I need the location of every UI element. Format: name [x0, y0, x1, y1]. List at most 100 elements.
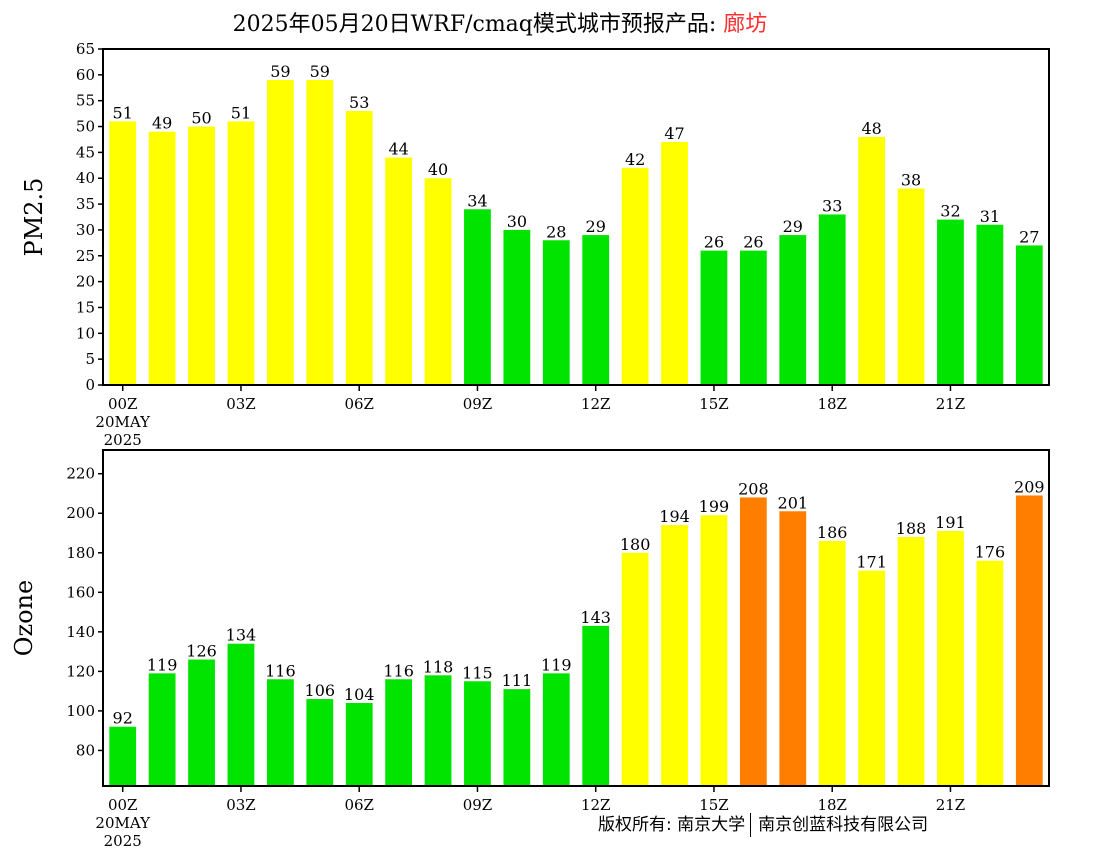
x-tick-label: 06Z — [344, 796, 374, 814]
bar — [306, 80, 334, 386]
bar — [858, 136, 886, 385]
bar — [464, 681, 491, 786]
y-tick-label: 20 — [76, 273, 95, 291]
page-title: 2025年05月20日WRF/cmaq模式城市预报产品: 廊坊 — [0, 6, 1000, 38]
y-tick-label: 120 — [66, 662, 95, 680]
y-tick-label: 140 — [66, 623, 95, 641]
bar — [345, 111, 373, 385]
data-label: 51 — [113, 103, 133, 122]
x-tick-label: 12Z — [581, 395, 611, 413]
bar — [976, 224, 1004, 385]
bar — [385, 157, 413, 385]
bar — [148, 131, 176, 385]
bar — [306, 699, 334, 786]
y-tick-label: 220 — [66, 465, 95, 483]
y-tick-label: 0 — [85, 376, 95, 394]
x-tick-label: 09Z — [463, 395, 493, 413]
y-tick-label: 35 — [76, 195, 95, 213]
y-tick-label: 55 — [76, 92, 95, 110]
data-label: 180 — [620, 535, 651, 554]
bar — [818, 540, 846, 786]
bar — [385, 679, 413, 786]
y-tick-label: 80 — [76, 741, 95, 759]
data-label: 59 — [270, 62, 290, 81]
copyright-left: 版权所有: 南京大学 — [598, 815, 746, 835]
y-tick-label: 100 — [66, 702, 95, 720]
bar — [582, 235, 610, 385]
ozone-chart: 92 119 126 134 116 106 104 116 118 115 111 119 143 18… — [10, 449, 1050, 850]
x-tick-label: 00Z — [108, 395, 138, 413]
bar — [227, 121, 255, 386]
data-label: 116 — [383, 661, 414, 680]
data-label: 29 — [783, 217, 803, 236]
x-date-label: 20MAY — [95, 413, 151, 431]
data-label: 171 — [856, 553, 887, 572]
bar — [188, 659, 215, 786]
data-label: 50 — [191, 109, 211, 128]
x-tick-label: 03Z — [226, 395, 256, 413]
bar — [739, 497, 767, 786]
data-label: 201 — [778, 493, 809, 512]
bar — [976, 560, 1004, 786]
x-tick-label: 12Z — [581, 796, 611, 814]
data-label: 26 — [743, 233, 763, 252]
x-tick-label: 06Z — [344, 395, 374, 413]
bar — [503, 229, 531, 385]
y-tick-label: 180 — [66, 544, 95, 562]
data-label: 104 — [344, 685, 375, 704]
bar — [661, 142, 688, 385]
x-tick-label: 15Z — [699, 796, 729, 814]
data-label: 208 — [738, 479, 769, 498]
data-label: 118 — [423, 657, 454, 676]
data-label: 27 — [1019, 227, 1039, 246]
bar — [700, 515, 728, 786]
bar — [1015, 245, 1043, 385]
data-label: 28 — [546, 222, 566, 241]
bar — [148, 673, 176, 786]
data-label: 186 — [817, 523, 848, 542]
data-label: 188 — [896, 519, 927, 538]
y-axis-label: PM2.5 — [20, 178, 48, 257]
bar — [818, 214, 846, 385]
data-label: 209 — [1014, 477, 1045, 496]
data-label: 38 — [901, 171, 921, 190]
bar — [779, 511, 807, 786]
y-tick-label: 40 — [76, 169, 95, 187]
x-date-label: 20MAY — [95, 814, 151, 832]
bar — [621, 552, 649, 786]
data-label: 47 — [664, 124, 684, 143]
data-label: 51 — [231, 103, 251, 122]
bar — [661, 525, 688, 786]
data-label: 92 — [113, 709, 133, 728]
bar — [858, 570, 886, 786]
bar — [266, 80, 294, 386]
data-label: 111 — [502, 671, 533, 690]
data-label: 32 — [940, 202, 960, 221]
data-label: 143 — [580, 608, 611, 627]
y-tick-label: 30 — [76, 221, 95, 239]
y-tick-label: 45 — [76, 143, 95, 161]
data-label: 59 — [310, 62, 330, 81]
bar — [424, 178, 452, 385]
bar — [897, 188, 925, 385]
y-axis-label: Ozone — [10, 580, 38, 656]
data-label: 115 — [462, 663, 493, 682]
data-label: 116 — [265, 661, 296, 680]
data-label: 42 — [625, 150, 645, 169]
x-date-label: 2025 — [104, 832, 142, 850]
data-label: 106 — [305, 681, 336, 700]
data-label: 48 — [861, 119, 881, 138]
plot-frame — [102, 48, 1050, 386]
x-tick-label: 18Z — [817, 796, 847, 814]
data-label: 191 — [935, 513, 966, 532]
data-label: 30 — [507, 212, 527, 231]
data-label: 119 — [541, 655, 572, 674]
bar — [464, 209, 491, 385]
x-tick-label: 03Z — [226, 796, 256, 814]
data-label: 134 — [226, 626, 257, 645]
data-label: 44 — [388, 140, 408, 159]
bar — [109, 726, 137, 786]
x-tick-label: 00Z — [108, 796, 138, 814]
